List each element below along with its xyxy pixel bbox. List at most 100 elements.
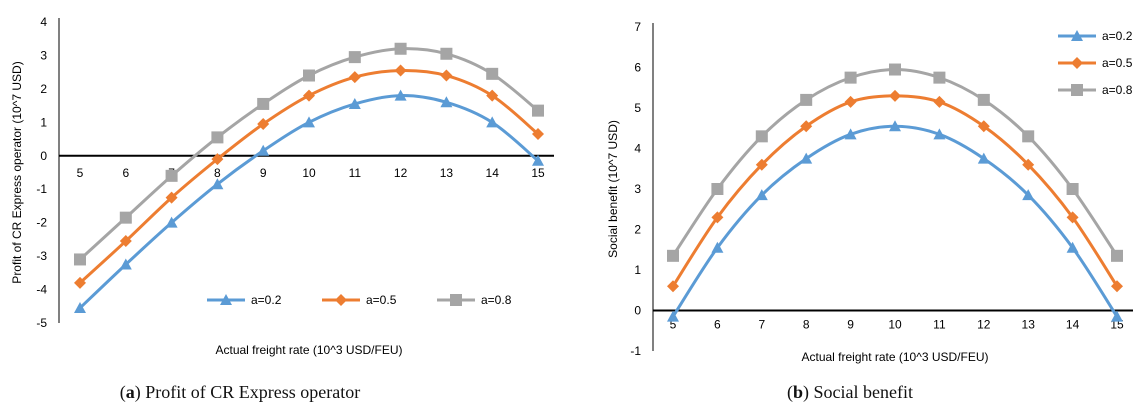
data-point [440,69,453,82]
data-point [1111,249,1123,262]
series-a=0.2 [667,120,1123,322]
x-tick-label: 13 [1022,318,1036,332]
legend-marker [335,294,347,306]
x-axis-label: Actual freight rate (10^3 USD/FEU) [801,350,988,364]
y-tick-label: 3 [634,182,641,196]
y-axis-label: Profit of CR Express operator (10^7 USD) [10,61,24,283]
y-tick-label: 0 [40,149,47,163]
caption-b: (b) Social benefit [787,382,913,402]
legend-label: a=0.8 [1102,83,1133,97]
series-a=0.2 [74,89,544,313]
y-tick-label: 1 [634,263,641,277]
y-tick-label: -1 [36,182,47,196]
data-point [74,253,86,266]
data-point [165,216,178,228]
y-tick-label: 5 [634,101,641,115]
data-point [889,89,901,102]
data-point [532,128,544,141]
data-point [933,128,946,140]
data-point [977,120,990,133]
series-a=0.5 [667,89,1123,293]
data-point [440,96,453,108]
data-point [74,276,86,289]
y-tick-label: 6 [634,61,641,75]
y-tick-label: 1 [40,115,47,129]
data-point [1066,211,1079,224]
legend-label: a=0.5 [1102,56,1133,70]
x-tick-label: 12 [977,318,991,332]
data-point [394,42,407,55]
data-point [800,120,813,133]
legend-label: a=0.2 [251,293,282,307]
data-point [755,130,768,143]
data-point [119,211,132,224]
data-point [257,144,270,156]
data-point [532,104,544,117]
chart-a: -5-4-3-2-10123456789101112131415Actual f… [10,15,554,357]
data-point [440,47,453,60]
data-point [1022,189,1035,201]
legend-item: a=0.5 [322,293,397,307]
legend-item: a=0.2 [207,293,282,307]
data-point [1066,183,1079,195]
data-point [977,93,990,106]
x-tick-label: 9 [260,166,267,180]
data-point [486,89,499,102]
legend-marker [220,294,232,305]
caption-b-letter: b [793,382,804,402]
data-point [711,211,724,224]
x-tick-label: 10 [888,318,902,332]
x-tick-label: 14 [1066,318,1080,332]
legend-marker [450,294,462,306]
legend-marker [1071,57,1083,69]
y-tick-label: -2 [36,216,47,230]
caption-a: (a) Profit of CR Express operator [119,382,361,402]
x-tick-label: 11 [933,318,946,332]
x-tick-label: 8 [803,318,810,332]
data-point [119,235,132,248]
data-point [348,97,361,109]
data-point [755,189,768,201]
x-tick-label: 11 [349,166,362,180]
series-a=0.8 [667,63,1123,262]
data-point [165,191,178,204]
data-point [211,178,224,190]
data-point [119,258,132,270]
series-line [78,94,539,310]
x-tick-label: 13 [440,166,454,180]
x-tick-label: 15 [531,166,545,180]
data-point [977,152,990,164]
y-tick-label: 4 [40,15,47,29]
data-point [532,154,544,166]
legend-label: a=0.5 [366,293,397,307]
data-point [348,51,361,64]
data-point [303,89,315,102]
y-tick-label: 2 [40,82,47,96]
x-tick-label: 7 [758,318,765,332]
data-point [486,116,499,128]
data-point [711,241,724,253]
data-point [667,249,679,262]
data-point [394,89,407,101]
data-point [303,69,315,82]
y-tick-label: 7 [634,20,641,34]
x-tick-label: 5 [670,318,677,332]
data-point [933,71,946,84]
caption-b-text: Social benefit [813,382,913,402]
legend-item: a=0.8 [437,293,512,307]
x-tick-label: 8 [214,166,221,180]
data-point [74,301,86,313]
legend-label: a=0.8 [481,293,512,307]
legend-item: a=0.2 [1058,29,1133,43]
caption-a-text: Profit of CR Express operator [145,382,361,402]
y-tick-label: -1 [630,344,641,358]
y-tick-label: -3 [36,249,47,263]
y-tick-label: -5 [36,316,47,330]
data-point [394,64,407,77]
data-point [800,93,813,106]
data-point [667,310,679,322]
y-tick-label: 4 [634,142,641,156]
data-point [257,118,270,131]
x-tick-label: 12 [394,166,408,180]
